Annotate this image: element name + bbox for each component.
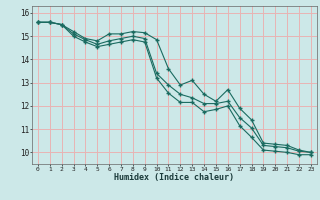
X-axis label: Humidex (Indice chaleur): Humidex (Indice chaleur) [115,173,234,182]
